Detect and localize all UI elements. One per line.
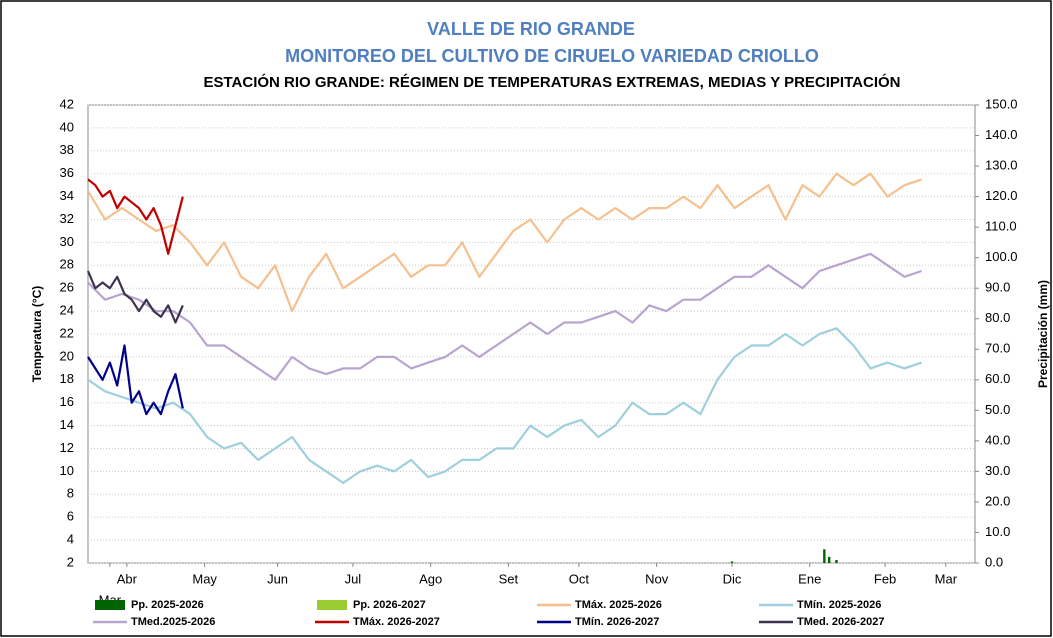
legend-label: Pp. 2025-2026	[131, 599, 204, 611]
legend-label: TMáx. 2025-2026	[575, 599, 662, 611]
series-line	[87, 252, 922, 381]
y-tick-label: 6	[67, 509, 74, 524]
y-tick-label: 14	[60, 417, 74, 432]
x-tick-label: Ago	[419, 571, 442, 586]
series-line	[87, 172, 922, 313]
series-line	[87, 344, 184, 416]
y-tick-label: 28	[60, 257, 74, 272]
y-tick-label: 18	[60, 371, 74, 386]
series-line	[87, 327, 922, 484]
y2-tick-label: 0.0	[985, 554, 1003, 569]
chart-caption: ESTACIÓN RIO GRANDE: RÉGIMEN DE TEMPERAT…	[203, 73, 900, 91]
x-tick-label: Nov	[645, 571, 669, 586]
x-tick-label: Jun	[267, 571, 288, 586]
y-tick-label: 2	[67, 554, 74, 569]
y2-tick-label: 150.0	[985, 96, 1018, 111]
y-tick-label: 26	[60, 280, 74, 295]
y-tick-label: 34	[60, 188, 74, 203]
y2-tick-label: 80.0	[985, 310, 1010, 325]
y-tick-label: 16	[60, 394, 74, 409]
legend-label: Pp. 2026-2027	[353, 599, 426, 611]
legend-label: TMed.2025-2026	[131, 616, 215, 628]
chart-title: VALLE DE RIO GRANDE	[427, 19, 635, 39]
chart-subtitle: MONITOREO DEL CULTIVO DE CIRUELO VARIEDA…	[285, 46, 819, 66]
y-tick-label: 30	[60, 234, 74, 249]
y2-tick-label: 70.0	[985, 341, 1010, 356]
x-tick-label: Set	[499, 571, 519, 586]
precip-bar	[835, 559, 838, 563]
legend-swatch	[95, 600, 125, 610]
y-tick-label: 20	[60, 348, 74, 363]
y2-tick-label: 40.0	[985, 432, 1010, 447]
x-tick-label: Dic	[723, 571, 742, 586]
y-tick-label: 42	[60, 96, 74, 111]
y-axis-label: Temperatura (°C)	[30, 286, 44, 383]
y-tick-label: 10	[60, 463, 74, 478]
x-tick-label: Abr	[117, 571, 138, 586]
y2-tick-label: 110.0	[985, 219, 1017, 234]
legend-label: TMáx. 2026-2027	[353, 616, 440, 628]
y-tick-label: 24	[60, 303, 74, 318]
x-tick-label: Ene	[798, 571, 821, 586]
legend-swatch	[317, 600, 347, 610]
precip-bar	[823, 549, 826, 563]
y2-tick-label: 130.0	[985, 158, 1018, 173]
legend-label: TMín. 2026-2027	[575, 616, 659, 628]
y-tick-label: 32	[60, 211, 74, 226]
y2-tick-label: 100.0	[985, 249, 1018, 264]
x-tick-label: Oct	[569, 571, 590, 586]
y2-tick-label: 30.0	[985, 463, 1010, 478]
x-tick-label: Jul	[345, 571, 362, 586]
y-tick-label: 38	[60, 142, 74, 157]
x-tick-label: Mar	[935, 571, 958, 586]
precip-bar	[827, 556, 831, 563]
y2-tick-label: 120.0	[985, 188, 1018, 203]
y-tick-label: 22	[60, 325, 74, 340]
series-line	[86, 270, 184, 324]
y2-axis-label: Precipitación (mm)	[1036, 280, 1050, 388]
y2-tick-label: 50.0	[985, 402, 1010, 417]
y2-tick-label: 140.0	[985, 127, 1018, 142]
y2-tick-label: 60.0	[985, 371, 1010, 386]
x-tick-label: May	[192, 571, 217, 586]
legend-label: TMín. 2025-2026	[797, 599, 881, 611]
y2-tick-label: 20.0	[985, 493, 1010, 508]
y-tick-label: 40	[60, 119, 74, 134]
legend-label: TMed. 2026-2027	[797, 616, 884, 628]
series-line	[87, 178, 184, 255]
x-tick-label: Feb	[874, 571, 896, 586]
y-tick-label: 12	[60, 440, 74, 455]
precip-bar	[730, 561, 734, 563]
y-tick-label: 8	[67, 486, 74, 501]
y2-tick-label: 10.0	[985, 524, 1010, 539]
y-tick-label: 4	[67, 532, 74, 547]
y-tick-label: 36	[60, 165, 74, 180]
y2-tick-label: 90.0	[985, 280, 1010, 295]
